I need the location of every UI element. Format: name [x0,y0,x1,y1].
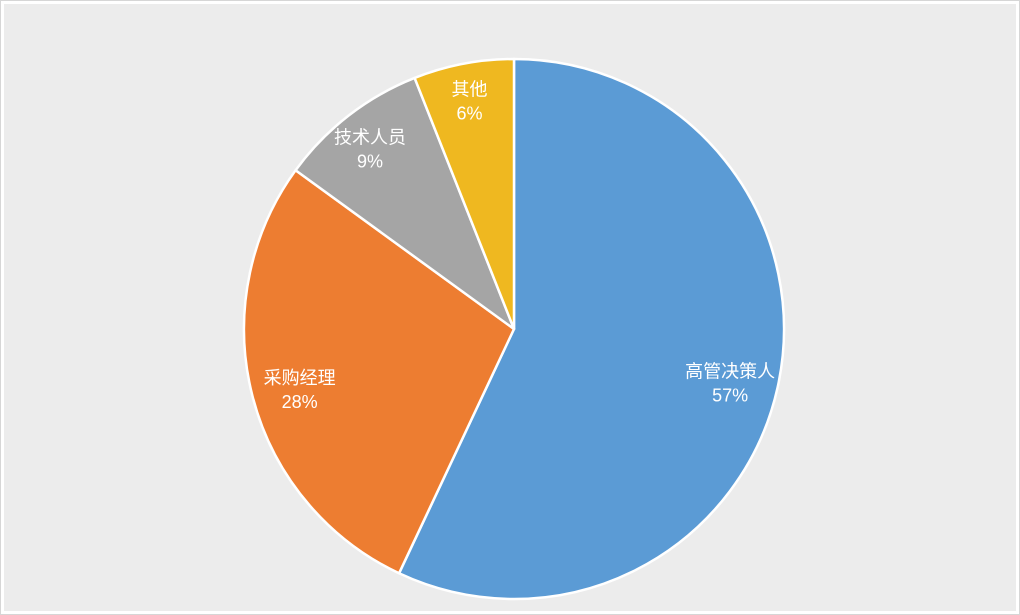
pie-slice-label-0: 高管决策人 57% [685,361,775,405]
pie-slice-3[interactable] [413,57,516,331]
pie-slice-0[interactable] [397,57,786,601]
pie-chart: 高管决策人 57% 采购经理 28% 技术人员 9% 其他 6% [242,57,786,601]
pie-slice-label-3: 其他 6% [452,80,488,124]
pie-slice-2[interactable] [294,76,516,331]
pie-slice-label-2: 技术人员 9% [334,127,406,171]
pie-slice-1[interactable] [242,169,516,575]
pie-slice-label-1: 采购经理 28% [264,368,336,412]
